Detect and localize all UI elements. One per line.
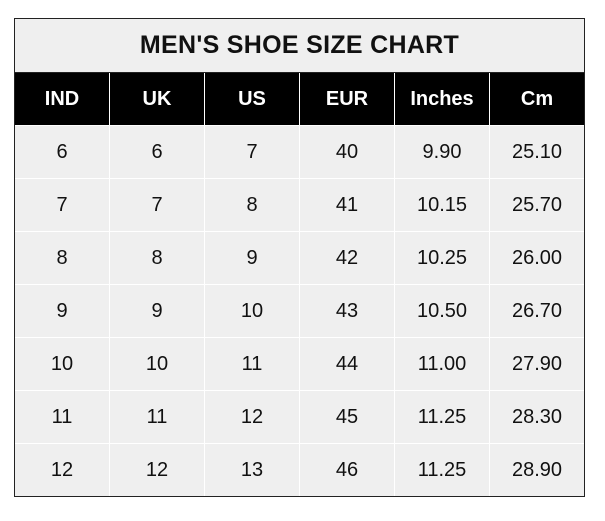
- table-cell-eur: 44: [300, 338, 395, 390]
- table-cell-inches: 11.00: [395, 338, 490, 390]
- table-body: 6 6 7 40 9.90 25.10 7 7 8 41 10.15 25.70 8 8 9 42 10.25 2…: [15, 125, 584, 496]
- column-header-inches: Inches: [395, 73, 490, 125]
- table-cell-eur: 46: [300, 444, 395, 496]
- table-cell-uk: 12: [110, 444, 205, 496]
- table-row: 9 9 10 43 10.50 26.70: [15, 284, 584, 337]
- table-cell-uk: 11: [110, 391, 205, 443]
- table-cell-us: 12: [205, 391, 300, 443]
- table-row: 8 8 9 42 10.25 26.00: [15, 231, 584, 284]
- table-cell-us: 9: [205, 232, 300, 284]
- table-cell-eur: 45: [300, 391, 395, 443]
- table-row: 11 11 12 45 11.25 28.30: [15, 390, 584, 443]
- table-cell-cm: 26.70: [511, 299, 563, 322]
- column-header-eur: EUR: [300, 73, 395, 125]
- table-row: 7 7 8 41 10.15 25.70: [15, 178, 584, 231]
- table-cell-ind: 8: [15, 232, 110, 284]
- column-header-us: US: [205, 73, 300, 125]
- table-cell-uk: 9: [110, 285, 205, 337]
- table-cell-cm: 26.00: [511, 246, 563, 269]
- table-cell-us: 13: [205, 444, 300, 496]
- table-cell-uk: 7: [110, 179, 205, 231]
- table-cell-us: 10: [205, 285, 300, 337]
- table-cell-cm: 27.90: [511, 352, 563, 375]
- table-row: 6 6 7 40 9.90 25.10: [15, 125, 584, 178]
- table-cell-eur: 40: [300, 126, 395, 178]
- table-cell-us: 11: [205, 338, 300, 390]
- table-row: 10 10 11 44 11.00 27.90: [15, 337, 584, 390]
- table-cell-ind: 12: [15, 444, 110, 496]
- column-header-uk: UK: [110, 73, 205, 125]
- table-cell-inches: 10.50: [395, 285, 490, 337]
- table-cell-cm: 28.30: [511, 405, 563, 428]
- table-cell-uk: 8: [110, 232, 205, 284]
- table-cell-cm: 28.90: [511, 458, 563, 481]
- table-cell-us: 8: [205, 179, 300, 231]
- table-cell-cm: 25.70: [511, 193, 563, 216]
- table-cell-ind: 9: [15, 285, 110, 337]
- table-cell-inches: 11.25: [395, 444, 490, 496]
- table-cell-uk: 10: [110, 338, 205, 390]
- column-header-cm: Cm: [520, 87, 554, 110]
- table-cell-cm: 25.10: [511, 140, 563, 163]
- table-row: 12 12 13 46 11.25 28.90: [15, 443, 584, 496]
- table-cell-inches: 9.90: [395, 126, 490, 178]
- table-cell-inches: 10.15: [395, 179, 490, 231]
- table-cell-inches: 11.25: [395, 391, 490, 443]
- table-cell-ind: 6: [15, 126, 110, 178]
- table-cell-us: 7: [205, 126, 300, 178]
- table-cell-ind: 7: [15, 179, 110, 231]
- table-cell-eur: 42: [300, 232, 395, 284]
- column-header-ind: IND: [15, 73, 110, 125]
- table-cell-ind: 11: [15, 391, 110, 443]
- table-cell-eur: 41: [300, 179, 395, 231]
- table-cell-uk: 6: [110, 126, 205, 178]
- table-cell-inches: 10.25: [395, 232, 490, 284]
- table-cell-ind: 10: [15, 338, 110, 390]
- size-chart-table: MEN'S SHOE SIZE CHART IND UK US EUR Inches Cm…: [14, 18, 585, 497]
- header-row: IND UK US EUR Inches Cm: [15, 73, 584, 125]
- table-cell-eur: 43: [300, 285, 395, 337]
- table-title: MEN'S SHOE SIZE CHART: [15, 19, 584, 73]
